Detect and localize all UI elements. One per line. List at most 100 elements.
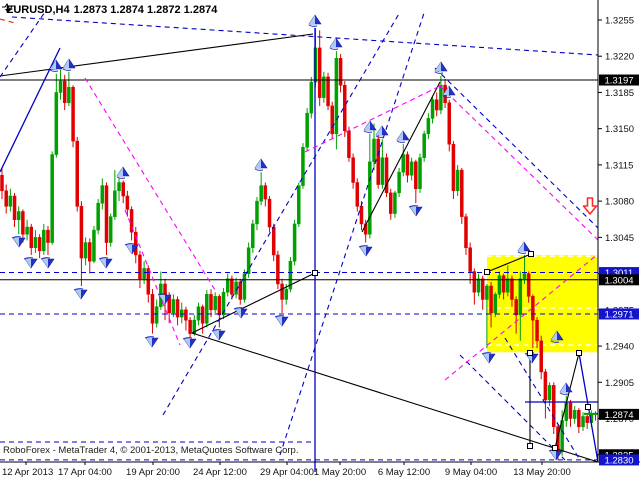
bull-candle [380, 139, 385, 189]
bull-candle [242, 269, 247, 303]
up-arrow-icon[interactable] [116, 166, 130, 179]
bear-candle [71, 85, 75, 148]
down-arrow-icon[interactable] [23, 257, 38, 269]
drag-handle[interactable] [312, 270, 318, 276]
bear-candle [263, 182, 268, 207]
down-arrow-icon[interactable] [182, 337, 197, 349]
bear-candle [338, 54, 343, 93]
bear-candle [200, 304, 205, 334]
bear-candle [21, 209, 25, 243]
up-arrow-icon[interactable] [442, 85, 456, 98]
down-arrow-icon[interactable] [124, 243, 139, 255]
bull-candle [100, 178, 105, 210]
ohlc-values-label: 1.2873 1.2874 1.2872 1.2874 [73, 4, 218, 16]
bear-candle [451, 141, 456, 200]
down-arrow-icon[interactable] [73, 288, 88, 300]
black-trendline[interactable] [486, 253, 532, 273]
magenta-trendline[interactable] [304, 85, 441, 153]
svg-text:1.3197: 1.3197 [604, 76, 633, 87]
magenta-trendline[interactable] [84, 77, 216, 291]
magenta-trendline[interactable] [444, 253, 599, 381]
down-arrow-icon[interactable] [233, 307, 248, 319]
bull-candle [292, 219, 297, 266]
up-arrow-icon[interactable] [517, 241, 531, 254]
black-trendline[interactable] [554, 352, 580, 449]
up-arrow-icon[interactable] [363, 120, 377, 133]
drag-handle[interactable] [585, 404, 591, 410]
up-arrow-icon[interactable] [550, 330, 564, 343]
down-arrow-icon[interactable] [408, 205, 423, 217]
bull-candle [455, 164, 460, 196]
bear-candle [29, 223, 34, 255]
up-arrow-icon[interactable] [375, 125, 389, 138]
blue-trendline[interactable] [0, 11, 46, 78]
bull-candle [409, 157, 414, 181]
magenta-trendline[interactable] [124, 209, 181, 346]
bear-candle [460, 168, 464, 224]
time-axis[interactable]: 12 Apr 2013 17 Apr 04:00 19 Apr 20:00 24 Ap… [2, 462, 571, 478]
down-arrow-icon[interactable] [358, 245, 373, 257]
price-badge-1.2830: 1.2830 [599, 454, 639, 466]
bear-candle [184, 306, 188, 331]
drag-handle[interactable] [484, 269, 490, 275]
down-arrow-icon[interactable] [11, 236, 26, 248]
bull-candle [309, 76, 314, 119]
bull-candle [301, 143, 305, 189]
bear-candle [384, 153, 389, 197]
up-arrow-icon[interactable] [396, 130, 410, 143]
svg-text:1.3011: 1.3011 [605, 268, 633, 279]
bear-candle [464, 213, 468, 255]
bear-candle [121, 180, 125, 204]
drag-handle[interactable] [527, 443, 533, 449]
bear-candle [138, 250, 142, 289]
drag-handle[interactable] [527, 350, 533, 356]
black-trendline[interactable] [361, 81, 441, 233]
blue-trendline[interactable] [11, 16, 599, 56]
down-arrow-icon[interactable] [157, 293, 172, 305]
bear-candle [510, 275, 514, 307]
up-arrow-icon[interactable] [329, 37, 343, 50]
magenta-trendline[interactable] [439, 85, 599, 241]
price-badge-1.3197: 1.3197 [599, 74, 639, 87]
blue-trendline[interactable] [434, 67, 599, 229]
down-arrow-icon[interactable] [144, 336, 159, 348]
svg-text:1.2830: 1.2830 [604, 455, 633, 466]
blue-trendline[interactable] [459, 354, 566, 461]
up-arrow-icon[interactable] [559, 382, 573, 395]
svg-text:1.2971: 1.2971 [604, 309, 633, 320]
up-arrow-icon[interactable] [62, 58, 76, 71]
red-down-arrow-icon[interactable] [582, 197, 598, 215]
black-trendline[interactable] [191, 272, 316, 334]
up-arrow-icon[interactable] [434, 61, 448, 74]
bull-candle [397, 168, 401, 197]
bull-candle [205, 290, 209, 328]
candles [0, 28, 598, 460]
down-arrow-icon[interactable] [98, 257, 113, 269]
price-tick-label: 1.2940 [605, 342, 634, 353]
trend-lines [0, 9, 599, 472]
bull-candle [221, 288, 226, 320]
bull-candle [393, 190, 397, 218]
bear-candle [146, 265, 151, 303]
down-arrow-icon[interactable] [274, 315, 289, 327]
up-arrow-icon[interactable] [308, 14, 322, 27]
symbol-timeframe-label: EURUSD,H4 [6, 4, 70, 16]
bear-candle [405, 151, 410, 183]
blue-trendline[interactable] [279, 9, 426, 456]
drag-handle[interactable] [528, 251, 534, 257]
up-arrow-icon[interactable] [254, 158, 268, 171]
down-arrow-icon[interactable] [40, 257, 55, 269]
up-arrow-icon[interactable] [49, 59, 63, 72]
red-trendline[interactable] [0, 18, 16, 24]
bear-candle [489, 281, 493, 328]
bear-candle [447, 99, 452, 152]
blue-trendline[interactable] [504, 337, 581, 461]
blue-trendline[interactable] [162, 11, 401, 416]
drag-handle[interactable] [552, 445, 558, 451]
down-arrow-icon[interactable] [481, 352, 496, 364]
down-arrow-icon[interactable] [211, 329, 226, 341]
drag-handle[interactable] [576, 350, 582, 356]
support-zone[interactable] [487, 254, 598, 353]
